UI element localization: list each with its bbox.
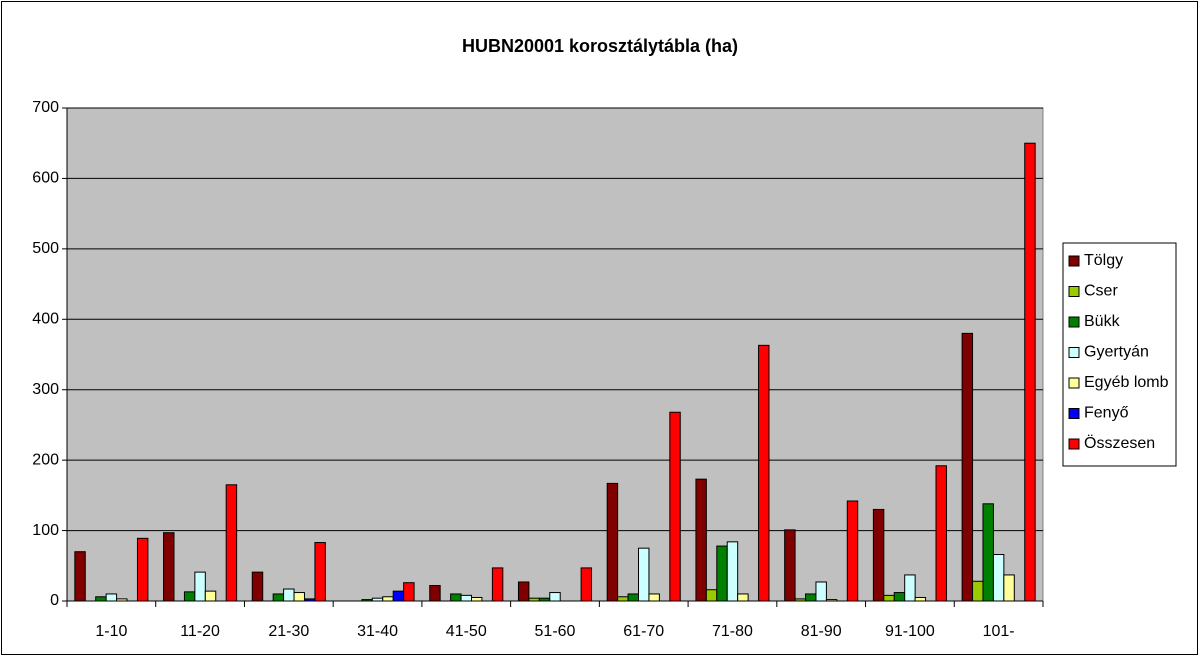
bar <box>251 571 264 602</box>
legend-label: Egyéb lomb <box>1084 374 1169 391</box>
bar <box>183 591 196 602</box>
legend-label: Tölgy <box>1084 252 1123 269</box>
bar <box>204 590 217 602</box>
bar <box>726 541 739 602</box>
bar <box>638 547 650 602</box>
legend-swatch <box>1068 286 1080 297</box>
bar <box>272 593 285 602</box>
bar <box>549 592 561 602</box>
y-tick-label: 200 <box>32 451 59 468</box>
bar <box>517 581 530 602</box>
bar <box>95 596 107 602</box>
x-tick-label: 1-10 <box>95 623 127 640</box>
bar <box>992 554 1005 602</box>
bar <box>460 594 472 602</box>
bar <box>429 585 441 602</box>
bar <box>648 593 660 602</box>
bar <box>825 599 838 602</box>
bar <box>805 593 817 602</box>
bar <box>470 596 483 602</box>
bar <box>74 551 86 602</box>
bar <box>491 567 504 602</box>
bar <box>371 597 384 602</box>
legend-label: Fenyő <box>1084 405 1129 422</box>
bar <box>893 592 906 602</box>
bar <box>904 574 916 602</box>
bar <box>846 500 859 602</box>
bar <box>627 593 640 602</box>
bar <box>716 545 728 602</box>
bar <box>116 598 128 602</box>
legend-swatch <box>1068 316 1080 328</box>
legend-swatch <box>1068 377 1080 389</box>
x-tick-label: 91-100 <box>885 623 935 640</box>
legend-label: Bükk <box>1084 313 1121 330</box>
x-tick-label: 11-20 <box>180 623 220 640</box>
bar <box>528 597 540 602</box>
y-tick-label: 0 <box>50 592 59 609</box>
bar <box>283 588 295 602</box>
y-tick-label: 400 <box>32 311 59 328</box>
legend-swatch <box>1068 255 1080 267</box>
bar <box>392 590 405 602</box>
bar <box>303 598 316 602</box>
bar <box>705 589 718 602</box>
bar <box>105 593 118 602</box>
bar <box>617 596 629 602</box>
y-tick-label: 700 <box>32 99 59 116</box>
bar <box>935 465 947 602</box>
legend-swatch <box>1068 408 1080 419</box>
bar <box>794 598 807 602</box>
bar <box>737 593 749 602</box>
bar <box>883 594 895 602</box>
x-tick-label: 51-60 <box>535 623 576 640</box>
x-tick-label: 41-50 <box>446 623 487 640</box>
bar <box>580 567 593 602</box>
bar <box>784 529 796 602</box>
bar <box>914 596 927 602</box>
x-tick-label: 101- <box>983 623 1015 640</box>
bar <box>695 478 707 602</box>
bar <box>872 508 885 602</box>
bar <box>225 484 238 602</box>
chart-title: HUBN20001 korosztálytábla (ha) <box>462 36 738 56</box>
y-tick-label: 600 <box>32 170 59 187</box>
bar <box>972 580 984 602</box>
legend-swatch <box>1068 347 1080 358</box>
bar <box>961 332 974 602</box>
bar <box>982 503 994 602</box>
bar <box>293 592 305 602</box>
legend-box <box>1062 242 1177 467</box>
bar <box>606 482 619 602</box>
bar <box>450 593 462 602</box>
bar <box>382 596 394 602</box>
x-tick-label: 81-90 <box>801 623 842 640</box>
x-tick-label: 61-70 <box>623 623 664 640</box>
y-tick-label: 100 <box>32 522 59 539</box>
plot-area <box>66 107 1044 602</box>
y-tick-label: 300 <box>32 381 59 398</box>
legend-label: Gyertyán <box>1084 344 1149 361</box>
bar <box>815 581 827 602</box>
y-tick-label: 500 <box>32 240 59 257</box>
legend-swatch <box>1068 438 1080 450</box>
x-tick-label: 21-30 <box>268 623 309 640</box>
x-tick-label: 71-80 <box>712 623 753 640</box>
bar <box>361 599 373 602</box>
bar <box>538 597 551 602</box>
bar <box>136 537 149 602</box>
bar <box>1024 142 1036 602</box>
bar <box>758 344 770 602</box>
bar <box>669 411 681 602</box>
x-tick-label: 31-40 <box>357 623 398 640</box>
bar <box>163 532 175 602</box>
bar <box>1003 574 1015 602</box>
bar <box>314 542 326 602</box>
legend-label: Cser <box>1084 283 1118 300</box>
legend-label: Összesen <box>1084 434 1155 452</box>
bar <box>403 582 415 602</box>
bar <box>194 571 206 602</box>
